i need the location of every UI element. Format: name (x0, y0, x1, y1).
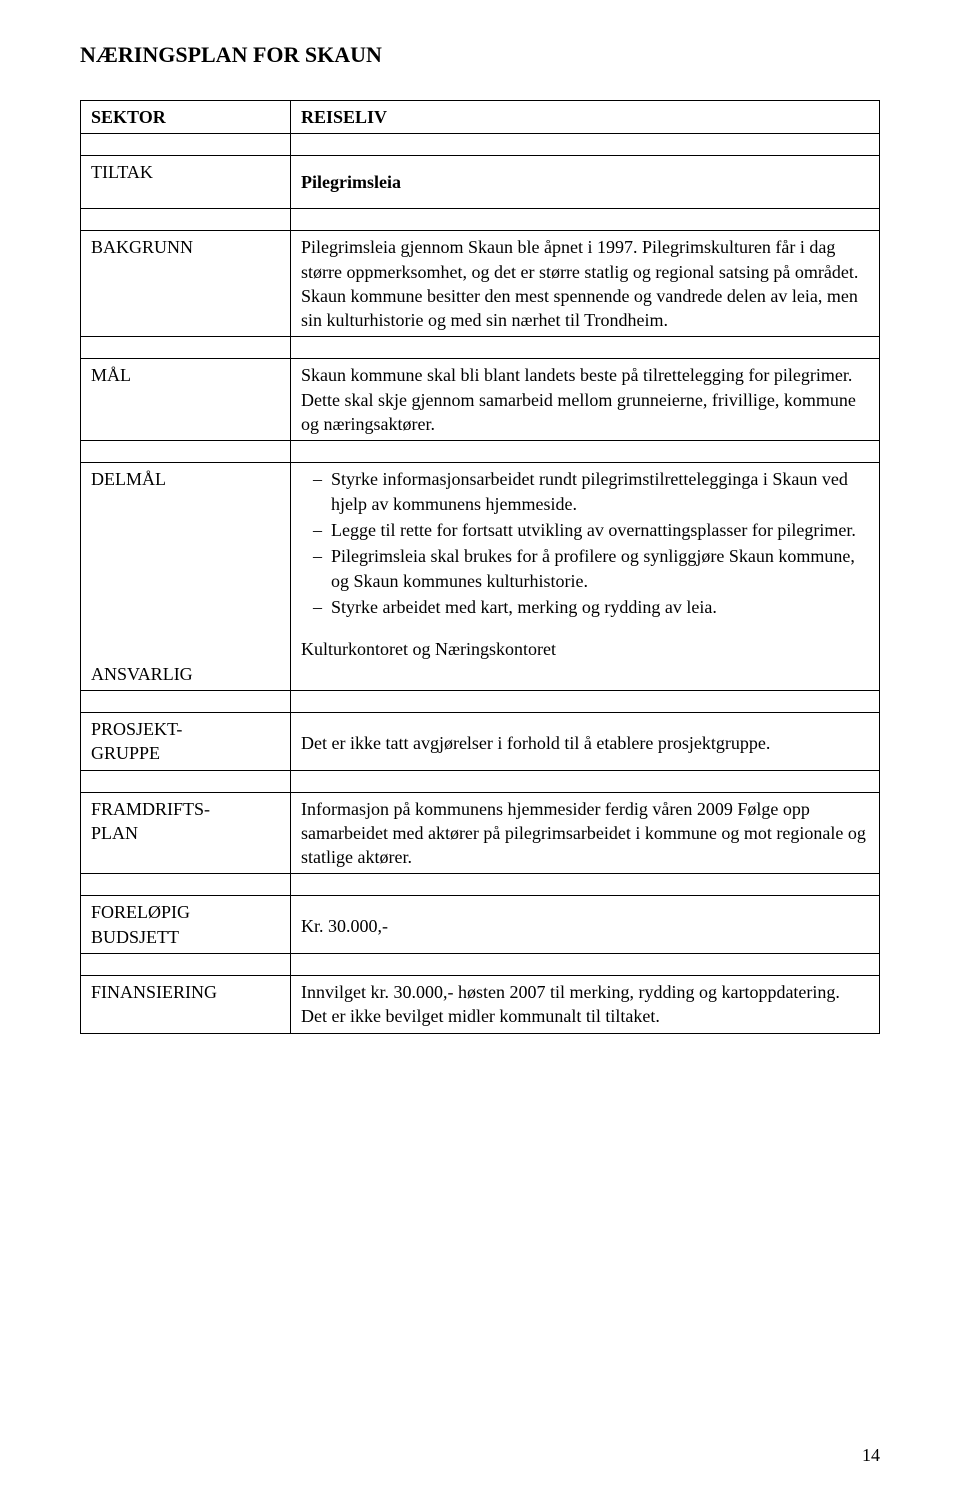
label-budsjett: FORELØPIG BUDSJETT (81, 896, 291, 954)
label-bakgrunn: BAKGRUNN (81, 231, 291, 337)
row-framdrift: FRAMDRIFTS- PLAN Informasjon på kommunen… (81, 792, 880, 874)
delmal-bullet: Styrke informasjonsarbeidet rundt pilegr… (331, 467, 869, 516)
row-bakgrunn: BAKGRUNN Pilegrimsleia gjennom Skaun ble… (81, 231, 880, 337)
text-framdrift: Informasjon på kommunens hjemmesider fer… (291, 792, 880, 874)
delmal-bullet: Styrke arbeidet med kart, merking og ryd… (331, 595, 869, 619)
text-finans: Innvilget kr. 30.000,- høsten 2007 til m… (291, 976, 880, 1034)
label-delmal-ansvarlig: DELMÅL ANSVARLIG (81, 463, 291, 691)
text-budsjett: Kr. 30.000,- (291, 896, 880, 954)
label-framdrift: FRAMDRIFTS- PLAN (81, 792, 291, 874)
delmal-bullet: Pilegrimsleia skal brukes for å profiler… (331, 544, 869, 593)
value-sektor: REISELIV (291, 100, 880, 133)
row-finans: FINANSIERING Innvilget kr. 30.000,- høst… (81, 976, 880, 1034)
text-ansvarlig: Kulturkontoret og Næringskontoret (301, 637, 869, 661)
text-bakgrunn: Pilegrimsleia gjennom Skaun ble åpnet i … (291, 231, 880, 337)
label-sektor: SEKTOR (81, 100, 291, 133)
page-title: NÆRINGSPLAN FOR SKAUN (80, 40, 880, 70)
page-number: 14 (80, 1403, 880, 1467)
label-tiltak: TILTAK (81, 155, 291, 208)
plan-table: SEKTOR REISELIV TILTAK Pilegrimsleia BAK… (80, 100, 880, 1034)
value-tiltak: Pilegrimsleia (291, 155, 880, 208)
label-prosjekt: PROSJEKT- GRUPPE (81, 712, 291, 770)
row-mal: MÅL Skaun kommune skal bli blant landets… (81, 359, 880, 441)
row-sektor: SEKTOR REISELIV (81, 100, 880, 133)
label-finans: FINANSIERING (81, 976, 291, 1034)
delmal-bullet: Legge til rette for fortsatt utvikling a… (331, 518, 869, 542)
text-prosjekt: Det er ikke tatt avgjørelser i forhold t… (291, 712, 880, 770)
text-mal: Skaun kommune skal bli blant landets bes… (291, 359, 880, 441)
row-tiltak: TILTAK Pilegrimsleia (81, 155, 880, 208)
row-prosjekt: PROSJEKT- GRUPPE Det er ikke tatt avgjør… (81, 712, 880, 770)
row-budsjett: FORELØPIG BUDSJETT Kr. 30.000,- (81, 896, 880, 954)
body-delmal-ansvarlig: Styrke informasjonsarbeidet rundt pilegr… (291, 463, 880, 691)
label-mal: MÅL (81, 359, 291, 441)
row-delmal: DELMÅL ANSVARLIG Styrke informasjonsarbe… (81, 463, 880, 691)
